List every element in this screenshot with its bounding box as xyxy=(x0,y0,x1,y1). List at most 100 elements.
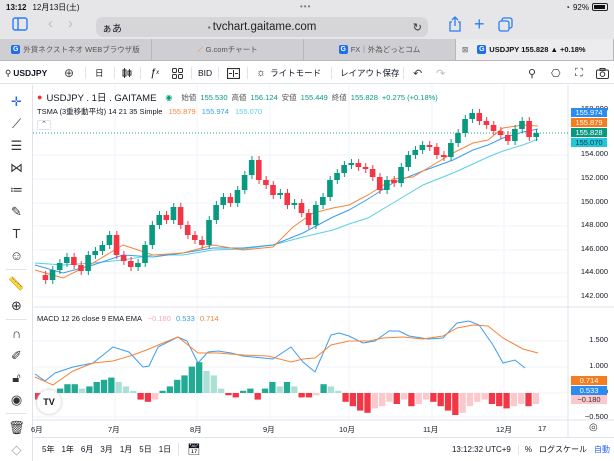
range-5d[interactable]: 5日 xyxy=(139,445,152,454)
browser-tab[interactable]: G 外貨ネクストネオ WEBブラウザ版 xyxy=(0,39,152,60)
macd-tick: −0.500 xyxy=(584,412,608,421)
sun-icon: ☼ xyxy=(256,67,267,79)
last-price-tag: 155.828 xyxy=(571,128,607,137)
time-tick: 17 xyxy=(538,424,547,433)
macd-hist-tag: −0.180 xyxy=(571,395,607,404)
log-scale-toggle[interactable]: ログスケール xyxy=(539,445,587,454)
symbol-search-button[interactable]: ⚲ USDJPY xyxy=(5,67,48,79)
fullscreen-icon[interactable]: ⛶ xyxy=(575,66,583,79)
collapse-legend-button[interactable]: ⌃ xyxy=(37,120,51,130)
zoom-in-icon[interactable]: ⊕ xyxy=(11,298,22,313)
close-value: 155.828 xyxy=(350,92,378,102)
crosshair-icon[interactable]: ✛ xyxy=(11,94,22,109)
macd-legend[interactable]: MACD 12 26 close 9 EMA EMA −0.180 0.533 … xyxy=(37,314,219,323)
emoji-icon[interactable]: ☺ xyxy=(9,248,24,263)
range-1m[interactable]: 1月 xyxy=(119,445,133,454)
browser-tab[interactable]: ⟋ G.comチャート xyxy=(152,39,304,60)
macd-line-tag: 0.533 xyxy=(571,386,607,395)
price-tick: 150.000 xyxy=(580,197,608,206)
visibility-eye-icon[interactable]: ◉ xyxy=(10,392,23,407)
range-1d[interactable]: 1日 xyxy=(158,445,172,454)
macd-signal-tag: 0.714 xyxy=(571,376,607,385)
gaitame-favicon-icon: G xyxy=(11,45,21,54)
browser-tab-active[interactable]: ⊠ G USDJPY 155.828 ▲ +0.18% xyxy=(456,39,614,60)
range-1y[interactable]: 1年 xyxy=(61,445,74,454)
bottom-toolbar: 5年 1年 6月 3月 1月 5日 1日 📅︎ 13:12:32 UTC+9 %… xyxy=(33,437,614,461)
time-tick: 8月 xyxy=(190,425,202,434)
lock-drawing-icon[interactable]: ✐ xyxy=(11,348,22,363)
trend-line-icon[interactable]: ⟋ xyxy=(11,116,22,131)
address-bar[interactable]: ぁあ ▪ tvchart.gaitame.com ↻ xyxy=(96,17,428,37)
ruler-icon[interactable]: 📏 xyxy=(8,276,25,291)
tsma-value-14: 155.879 xyxy=(168,107,196,116)
reader-mode-button[interactable]: ぁあ xyxy=(102,23,122,35)
compare-layout-icon[interactable] xyxy=(227,65,240,81)
compare-add-icon[interactable]: ⊕ xyxy=(64,66,75,80)
time-tick: 11月 xyxy=(423,425,439,434)
screenshot-camera-icon[interactable] xyxy=(596,65,609,81)
gaitame-favicon-icon: G xyxy=(477,45,487,54)
bid-ask-button[interactable]: BID xyxy=(198,68,213,78)
tsma-value-21: 155.974 xyxy=(201,107,229,116)
range-6m[interactable]: 6月 xyxy=(80,445,94,454)
share-icon[interactable] xyxy=(448,16,462,36)
chart-canvas[interactable] xyxy=(33,85,614,461)
goto-date-icon[interactable]: 📅︎ xyxy=(178,443,201,456)
interval-button[interactable]: 日 xyxy=(95,68,104,78)
axis-settings-icon[interactable]: ◎ xyxy=(589,422,598,433)
tsma-value-35: 155.070 xyxy=(235,107,263,116)
low-value: 155.449 xyxy=(300,92,328,102)
text-tool-icon[interactable]: T xyxy=(12,226,21,241)
fib-retracement-icon[interactable]: ☰ xyxy=(10,138,23,153)
tabs-overview-icon[interactable] xyxy=(498,17,513,36)
chart-area[interactable]: ● USDJPY . 1日 . GAITAME ◉ 始値 155.530 高値 15… xyxy=(31,85,614,461)
close-tab-icon[interactable]: ⊠ xyxy=(462,45,469,54)
price-tick: 142.000 xyxy=(580,291,608,300)
trash-icon[interactable]: 🗑︎ xyxy=(8,420,25,435)
sidebar-toggle-icon[interactable] xyxy=(12,17,28,35)
settings-gear-icon[interactable]: ⎔ xyxy=(551,67,561,80)
undo-icon[interactable]: ↶ xyxy=(413,67,423,80)
magnet-icon[interactable]: ∩ xyxy=(11,326,22,341)
macd-hist-value: −0.180 xyxy=(147,314,171,323)
prediction-icon[interactable]: ≔ xyxy=(10,182,23,197)
save-layout-button[interactable]: レイアウト保存 xyxy=(340,68,400,78)
theme-toggle-button[interactable]: ☼ ライトモード xyxy=(256,67,322,79)
price-tick: 154.000 xyxy=(580,149,608,158)
status-date: 12月13日(土) xyxy=(32,2,80,12)
symbol-legend[interactable]: ● USDJPY . 1日 . GAITAME ◉ 始値 155.530 高値 15… xyxy=(37,92,438,104)
macd-value: 0.533 xyxy=(175,314,195,323)
market-status-icon: ◉ xyxy=(165,92,173,102)
range-5y[interactable]: 5年 xyxy=(42,445,55,454)
back-icon[interactable]: ‹ xyxy=(48,15,53,32)
range-3m[interactable]: 3月 xyxy=(100,445,113,454)
time-tick: 6月 xyxy=(31,425,43,434)
price-tick: 144.000 xyxy=(580,267,608,276)
flag-icon: ● xyxy=(37,92,43,102)
high-value: 156.124 xyxy=(250,92,278,102)
percent-toggle[interactable]: % xyxy=(517,445,532,454)
pattern-icon[interactable]: ⋈ xyxy=(10,160,23,175)
templates-icon[interactable] xyxy=(172,65,183,81)
browser-tab[interactable]: G FX｜外為どっとコム xyxy=(304,39,456,60)
ma14-price-tag: 155.879 xyxy=(571,118,607,127)
macd-tick: 1.000 xyxy=(589,361,608,370)
object-tree-icon[interactable]: ◇ xyxy=(11,442,22,457)
redo-icon[interactable]: ↷ xyxy=(436,67,446,80)
wifi-icon: ◔ xyxy=(565,2,570,12)
browser-tab-strip: G 外貨ネクストネオ WEBブラウザ版 ⟋ G.comチャート G FX｜外為どっとコ… xyxy=(0,39,614,61)
candle-type-icon[interactable] xyxy=(121,65,133,81)
reload-icon[interactable]: ↻ xyxy=(412,21,422,34)
quick-search-icon[interactable]: ⚲ xyxy=(528,67,537,80)
auto-scale-toggle[interactable]: 自動 xyxy=(594,445,610,454)
clock-timezone[interactable]: 13:12:32 UTC+9 xyxy=(451,445,511,454)
forward-icon[interactable]: › xyxy=(68,15,73,32)
unlock-icon[interactable]: 🔓︎ xyxy=(12,370,21,385)
multitask-dots[interactable]: ••• xyxy=(300,2,312,11)
tradingview-logo[interactable]: TV xyxy=(37,390,61,414)
brush-icon[interactable]: ✎ xyxy=(11,204,22,219)
new-tab-icon[interactable]: + xyxy=(474,14,485,34)
tsma-legend[interactable]: TSMA (3重移動平均) 14 21 35 Simple 155.879 15… xyxy=(37,107,263,116)
